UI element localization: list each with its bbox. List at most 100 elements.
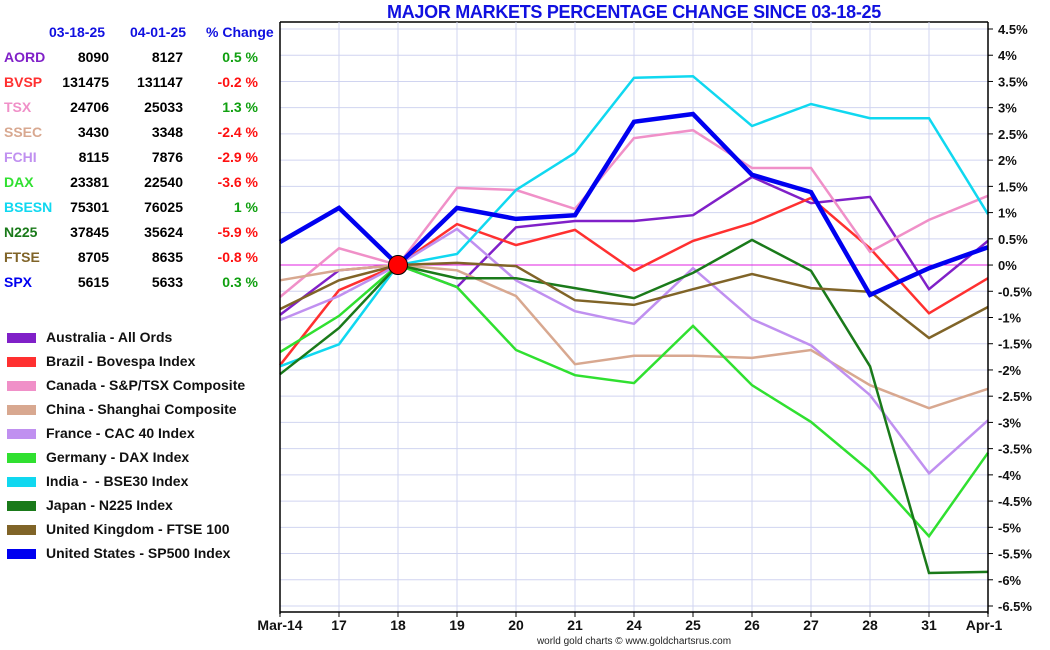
y-tick-label: -3% [998,415,1022,430]
x-tick-label: Mar-14 [257,617,302,633]
x-tick-label: Apr-1 [966,617,1003,633]
y-tick-label: 1% [998,206,1017,221]
y-tick-label: 3% [998,101,1017,116]
x-tick-label: 26 [744,617,760,633]
legend-label: Brazil - Bovespa Index [46,353,196,369]
index-code: BSESN [4,199,53,215]
x-tick-label: 21 [567,617,583,633]
base-date-marker [388,255,408,276]
legend-swatch [7,333,36,343]
percent-change: -0.8 % [217,249,258,265]
y-tick-label: -1.5% [998,337,1032,352]
legend-label: United Kingdom - FTSE 100 [46,521,230,537]
table-row: AORD 8090 8127 0.5 % [0,49,280,74]
x-tick-labels: Mar-14 17 18 19 20 21 24 25 26 27 28 31 Apr-1 [257,617,1002,633]
percent-change: 0.3 % [222,274,258,290]
x-tick-label: 20 [508,617,524,633]
legend-label: France - CAC 40 Index [46,425,195,441]
legend-swatch [7,429,36,439]
y-tick-label: 0% [998,258,1017,273]
start-value: 5615 [77,274,109,290]
start-value: 8705 [77,249,109,265]
percent-change: 1 % [233,199,258,215]
legend-label: China - Shanghai Composite [46,401,237,417]
table-row: BVSP 131475 131147 -0.2 % [0,74,280,99]
table-row: BSESN 75301 76025 1 % [0,199,280,224]
table-row: TSX 24706 25033 1.3 % [0,99,280,124]
legend-label: United States - SP500 Index [46,545,231,561]
x-tick-label: 18 [390,617,406,633]
start-value: 23381 [70,174,109,190]
y-tick-label: -3.5% [998,442,1032,457]
y-tick-label: 1.5% [998,179,1028,194]
percent-change: -0.2 % [217,74,258,90]
start-value: 8090 [77,49,109,65]
legend-label: Canada - S&P/TSX Composite [46,377,246,393]
legend-swatch [7,381,36,391]
y-tick-label: 4.5% [998,22,1028,37]
legend-label: Germany - DAX Index [46,449,190,465]
table-row: FTSE 8705 8635 -0.8 % [0,249,280,274]
chart-credit: world gold charts © www.goldchartsrus.co… [536,636,732,647]
x-tick-label: 24 [626,617,642,633]
percent-change: -5.9 % [217,224,258,240]
y-tick-labels: 4.5% 4% 3.5% 3% 2.5% 2% 1.5% 1% 0.5% 0% -0.5% -1% -1… [998,22,1032,614]
y-tick-label: -0.5% [998,284,1032,299]
start-value: 8115 [78,149,109,165]
percent-change: -2.4 % [217,124,258,140]
table-row: DAX 23381 22540 -3.6 % [0,174,280,199]
start-value: 131475 [62,74,109,90]
end-value: 3348 [151,124,183,140]
start-value: 3430 [77,124,109,140]
index-code: SSEC [4,124,43,140]
index-code: FCHI [4,149,37,165]
legend-swatch [7,477,36,487]
x-tick-label: 25 [685,617,701,633]
index-code: N225 [4,224,38,240]
end-value: 35624 [144,224,183,240]
start-value: 75301 [70,199,109,215]
axes [279,22,993,617]
y-tick-label: 2.5% [998,127,1028,142]
legend-label: India - - BSE30 Index [46,473,189,489]
legend-swatch [7,525,36,535]
y-tick-label: 2% [998,153,1017,168]
x-tick-label: 19 [449,617,465,633]
y-tick-label: 0.5% [998,232,1028,247]
legend-swatch [7,501,36,511]
end-value: 76025 [144,199,183,215]
y-tick-label: -6.5% [998,599,1032,614]
y-tick-label: -5.5% [998,547,1032,562]
end-value: 131147 [137,74,183,90]
start-value: 37845 [70,224,109,240]
y-tick-label: -5% [998,520,1022,535]
end-value: 5633 [151,274,183,290]
index-code: SPX [4,274,33,290]
legend-swatch [7,405,36,415]
y-tick-label: -2.5% [998,389,1032,404]
y-tick-label: 4% [998,48,1017,63]
table-row: N225 37845 35624 -5.9 % [0,224,280,249]
percent-change: 1.3 % [222,99,258,115]
legend-swatch [7,357,36,367]
x-tick-label: 28 [862,617,878,633]
percent-change: -2.9 % [217,149,258,165]
start-value: 24706 [70,99,109,115]
base-marker [388,255,408,276]
legend-label: Australia - All Ords [46,329,173,345]
index-code: AORD [4,49,46,65]
end-value: 8635 [151,249,183,265]
y-tick-label: -1% [998,311,1022,326]
index-code: FTSE [4,249,40,265]
y-tick-label: -4.5% [998,494,1032,509]
y-tick-label: 3.5% [998,74,1028,89]
chart-title: MAJOR MARKETS PERCENTAGE CHANGE SINCE 03… [387,2,881,22]
percent-change: -3.6 % [217,174,258,190]
grid-lines [279,21,989,612]
legend-swatch [7,549,36,559]
table-row: FCHI 8115 7876 -2.9 % [0,149,280,174]
end-value: 25033 [144,99,183,115]
end-value: 7876 [151,149,183,165]
x-tick-label: 31 [921,617,937,633]
